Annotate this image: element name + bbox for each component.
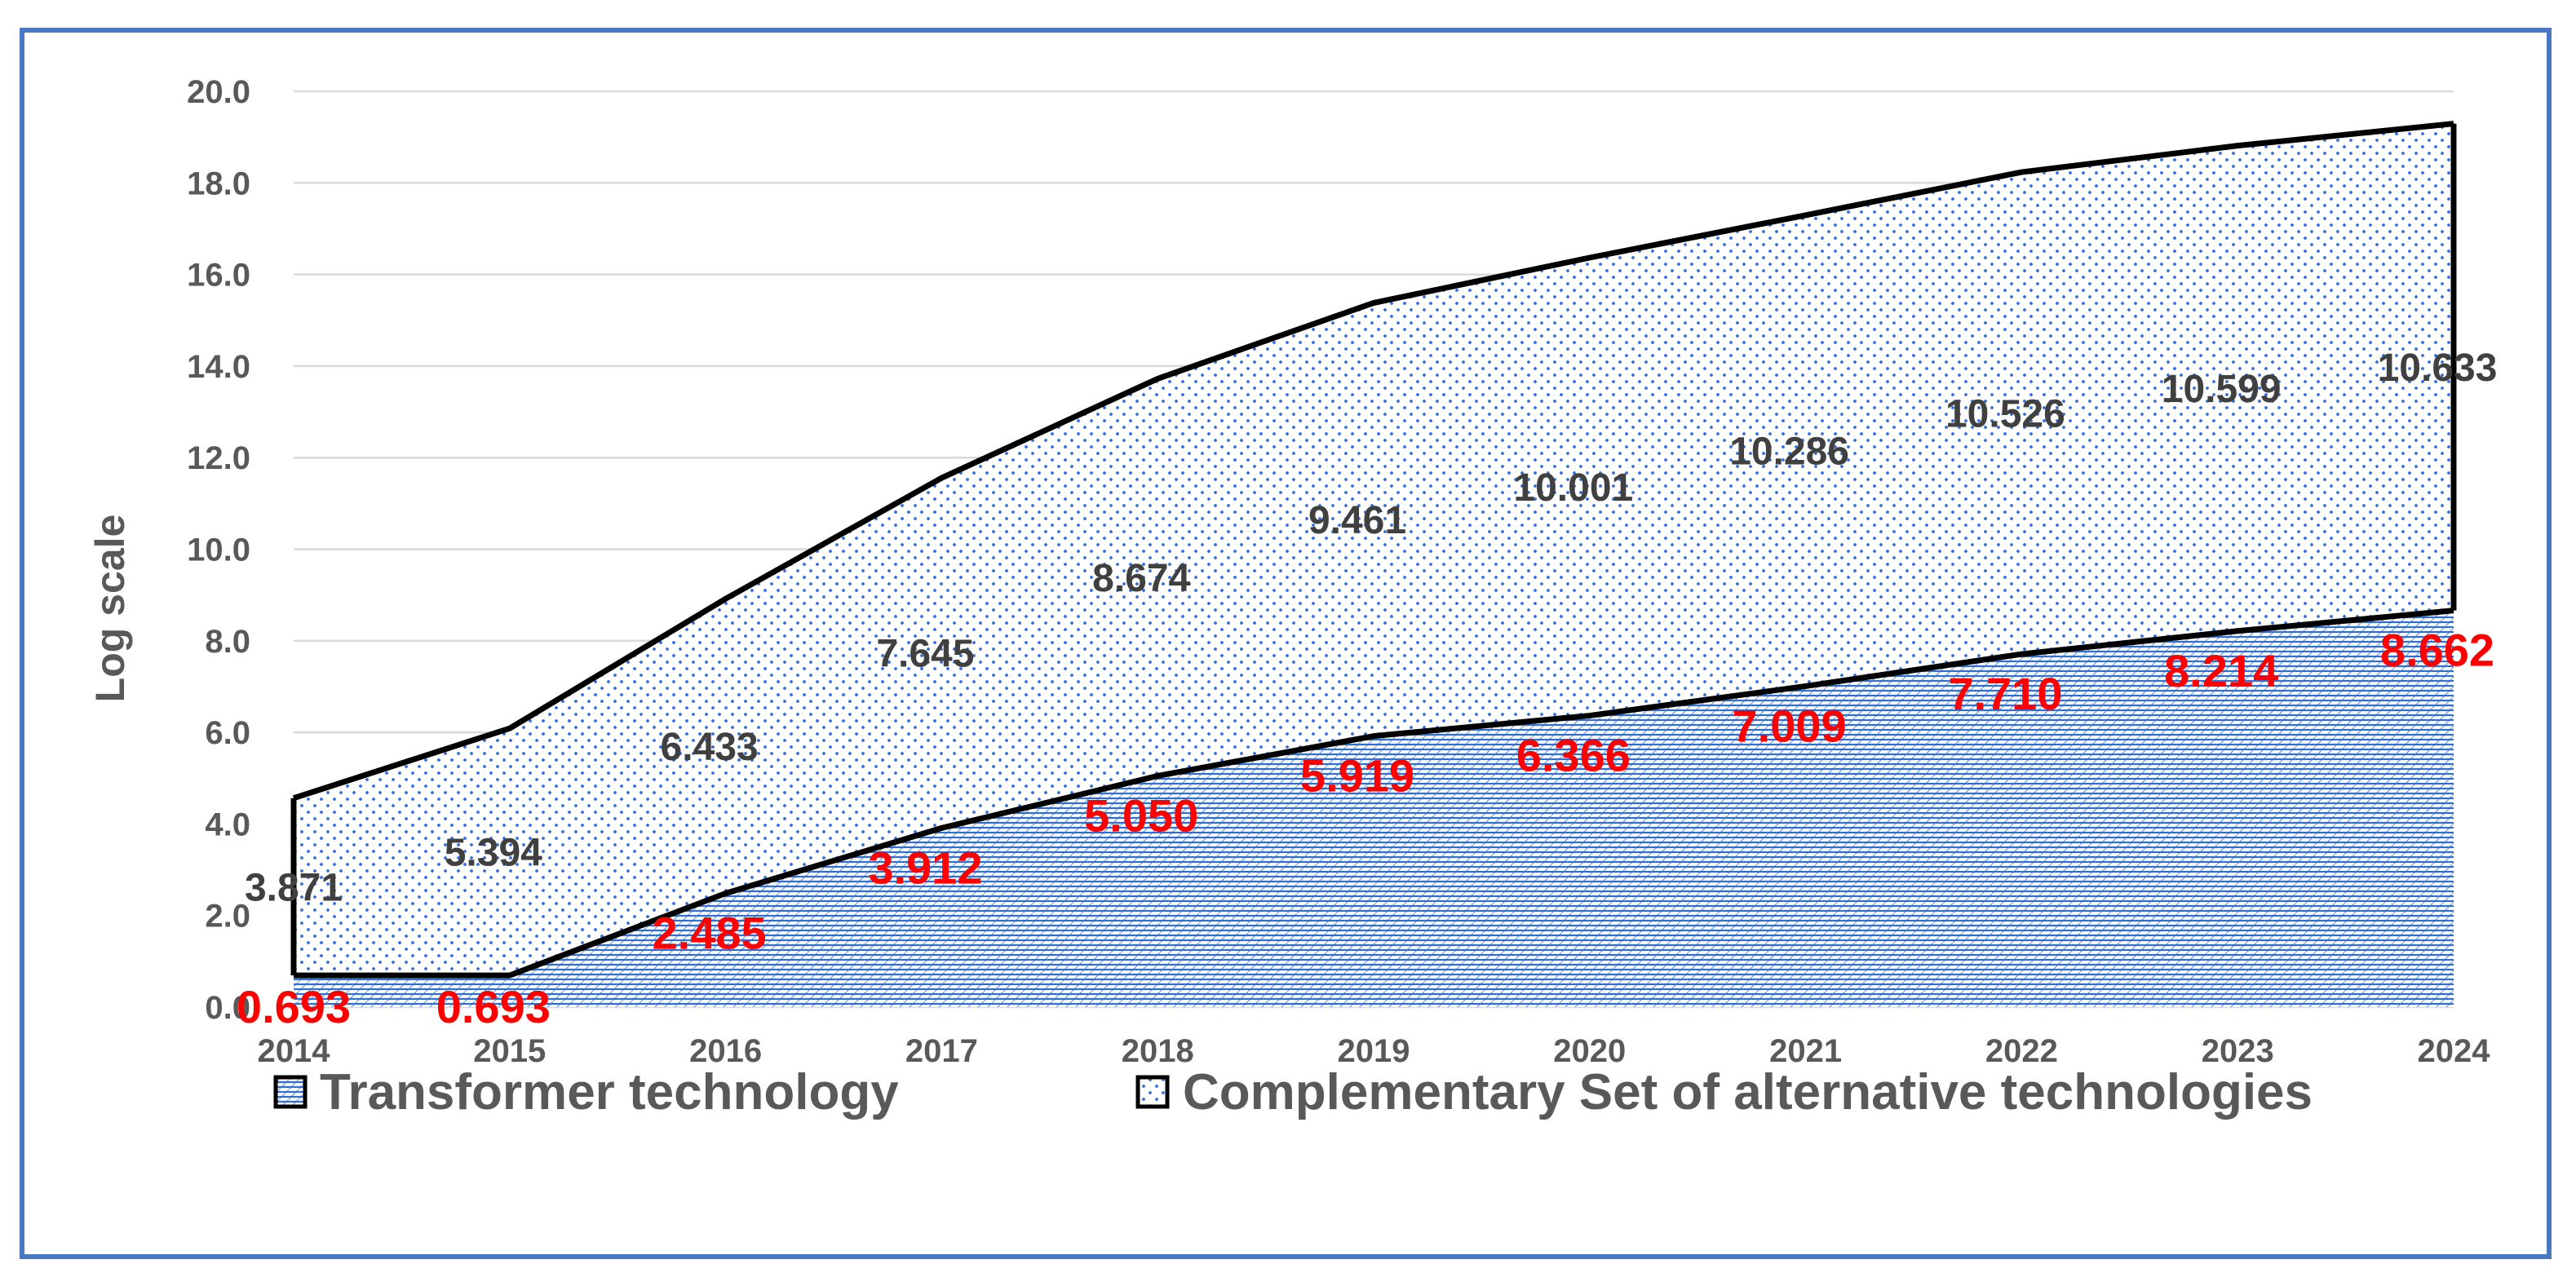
- x-axis-ticks: 2014 2015 2016 2017 2018 2019 2020 2021 2022 2023…: [258, 1033, 2491, 1069]
- data-label-complementary: 6.433: [661, 726, 759, 769]
- y-tick-label: 16.0: [187, 258, 250, 294]
- area-complementary-technologies: [294, 123, 2454, 976]
- y-axis-ticks: 0.0 2.0 4.0 6.0 8.0 10.0 12.0 14.0 16.0 18.0 20.0: [187, 74, 250, 1026]
- y-tick-label: 14.0: [187, 349, 250, 385]
- data-label-transformer: 7.710: [1948, 668, 2062, 719]
- area-transformer-technology: [294, 610, 2454, 1007]
- legend: Transformer technology Complementary Set …: [273, 1064, 2313, 1120]
- x-tick-label: 2023: [2202, 1033, 2274, 1069]
- y-tick-label: 20.0: [187, 74, 250, 110]
- x-tick-label: 2017: [905, 1033, 978, 1069]
- line-total-top: [292, 121, 2454, 802]
- data-label-complementary: 8.674: [1092, 557, 1190, 600]
- area-layers: [290, 121, 2457, 1007]
- chart-frame: 0.0 2.0 4.0 6.0 8.0 10.0 12.0 14.0 16.0 18.0 20.0 …: [20, 28, 2552, 1259]
- data-label-complementary: 9.461: [1308, 499, 1406, 542]
- data-label-transformer: 5.050: [1084, 789, 1198, 841]
- legend-label: Transformer technology: [320, 1064, 899, 1120]
- x-tick-label: 2018: [1122, 1033, 1194, 1069]
- data-label-complementary: 10.599: [2162, 368, 2282, 411]
- y-tick-label: 2.0: [205, 899, 250, 935]
- data-label-transformer: 6.366: [1516, 730, 1631, 781]
- y-tick-label: 4.0: [205, 807, 250, 842]
- y-tick-label: 6.0: [205, 715, 250, 751]
- data-label-transformer: 8.662: [2380, 625, 2494, 676]
- legend-swatch-complementary: [1135, 1075, 1170, 1109]
- legend-item-transformer: Transformer technology: [273, 1064, 899, 1120]
- x-tick-label: 2015: [473, 1033, 546, 1069]
- data-label-complementary: 10.286: [1729, 431, 1849, 474]
- data-label-transformer: 0.693: [436, 981, 551, 1032]
- y-axis-title: Log scale: [87, 515, 133, 703]
- data-label-transformer: 7.009: [1733, 700, 1847, 751]
- data-label-complementary: 10.001: [1513, 466, 1633, 510]
- data-label-transformer: 2.485: [653, 907, 767, 958]
- x-tick-label: 2021: [1769, 1033, 1842, 1069]
- data-label-transformer: 0.693: [237, 981, 351, 1032]
- data-label-complementary: 7.645: [876, 633, 974, 676]
- legend-item-complementary: Complementary Set of alternative technol…: [1135, 1064, 2313, 1120]
- y-tick-label: 12.0: [187, 440, 250, 476]
- data-label-complementary: 10.633: [2378, 347, 2498, 390]
- x-tick-label: 2016: [689, 1033, 762, 1069]
- legend-swatch-transformer: [273, 1075, 308, 1109]
- data-label-transformer: 8.214: [2164, 645, 2278, 696]
- data-label-complementary: 10.526: [1945, 393, 2065, 436]
- y-tick-label: 8.0: [205, 624, 250, 660]
- data-label-complementary: 3.871: [245, 866, 343, 909]
- line-transformer-top: [294, 608, 2454, 979]
- y-tick-label: 18.0: [187, 166, 250, 201]
- x-tick-label: 2019: [1338, 1033, 1410, 1069]
- data-label-transformer: 5.919: [1300, 750, 1414, 802]
- stacked-area-chart: 0.02.04.06.08.010.012.014.016.018.020.0 …: [87, 74, 2497, 1120]
- y-tick-label: 0.0: [205, 990, 250, 1026]
- data-labels: 3.871 5.394 6.433 7.645 8.674 9.461 10.001 10.2…: [237, 347, 2497, 1032]
- legend-label: Complementary Set of alternative technol…: [1183, 1064, 2313, 1120]
- x-tick-label: 2022: [1985, 1033, 2058, 1069]
- data-label-complementary: 5.394: [445, 832, 542, 875]
- x-tick-label: 2014: [258, 1033, 331, 1069]
- y-tick-label: 10.0: [187, 533, 250, 568]
- x-tick-label: 2020: [1553, 1033, 1626, 1069]
- data-label-transformer: 3.912: [868, 842, 982, 893]
- x-tick-label: 2024: [2418, 1033, 2491, 1069]
